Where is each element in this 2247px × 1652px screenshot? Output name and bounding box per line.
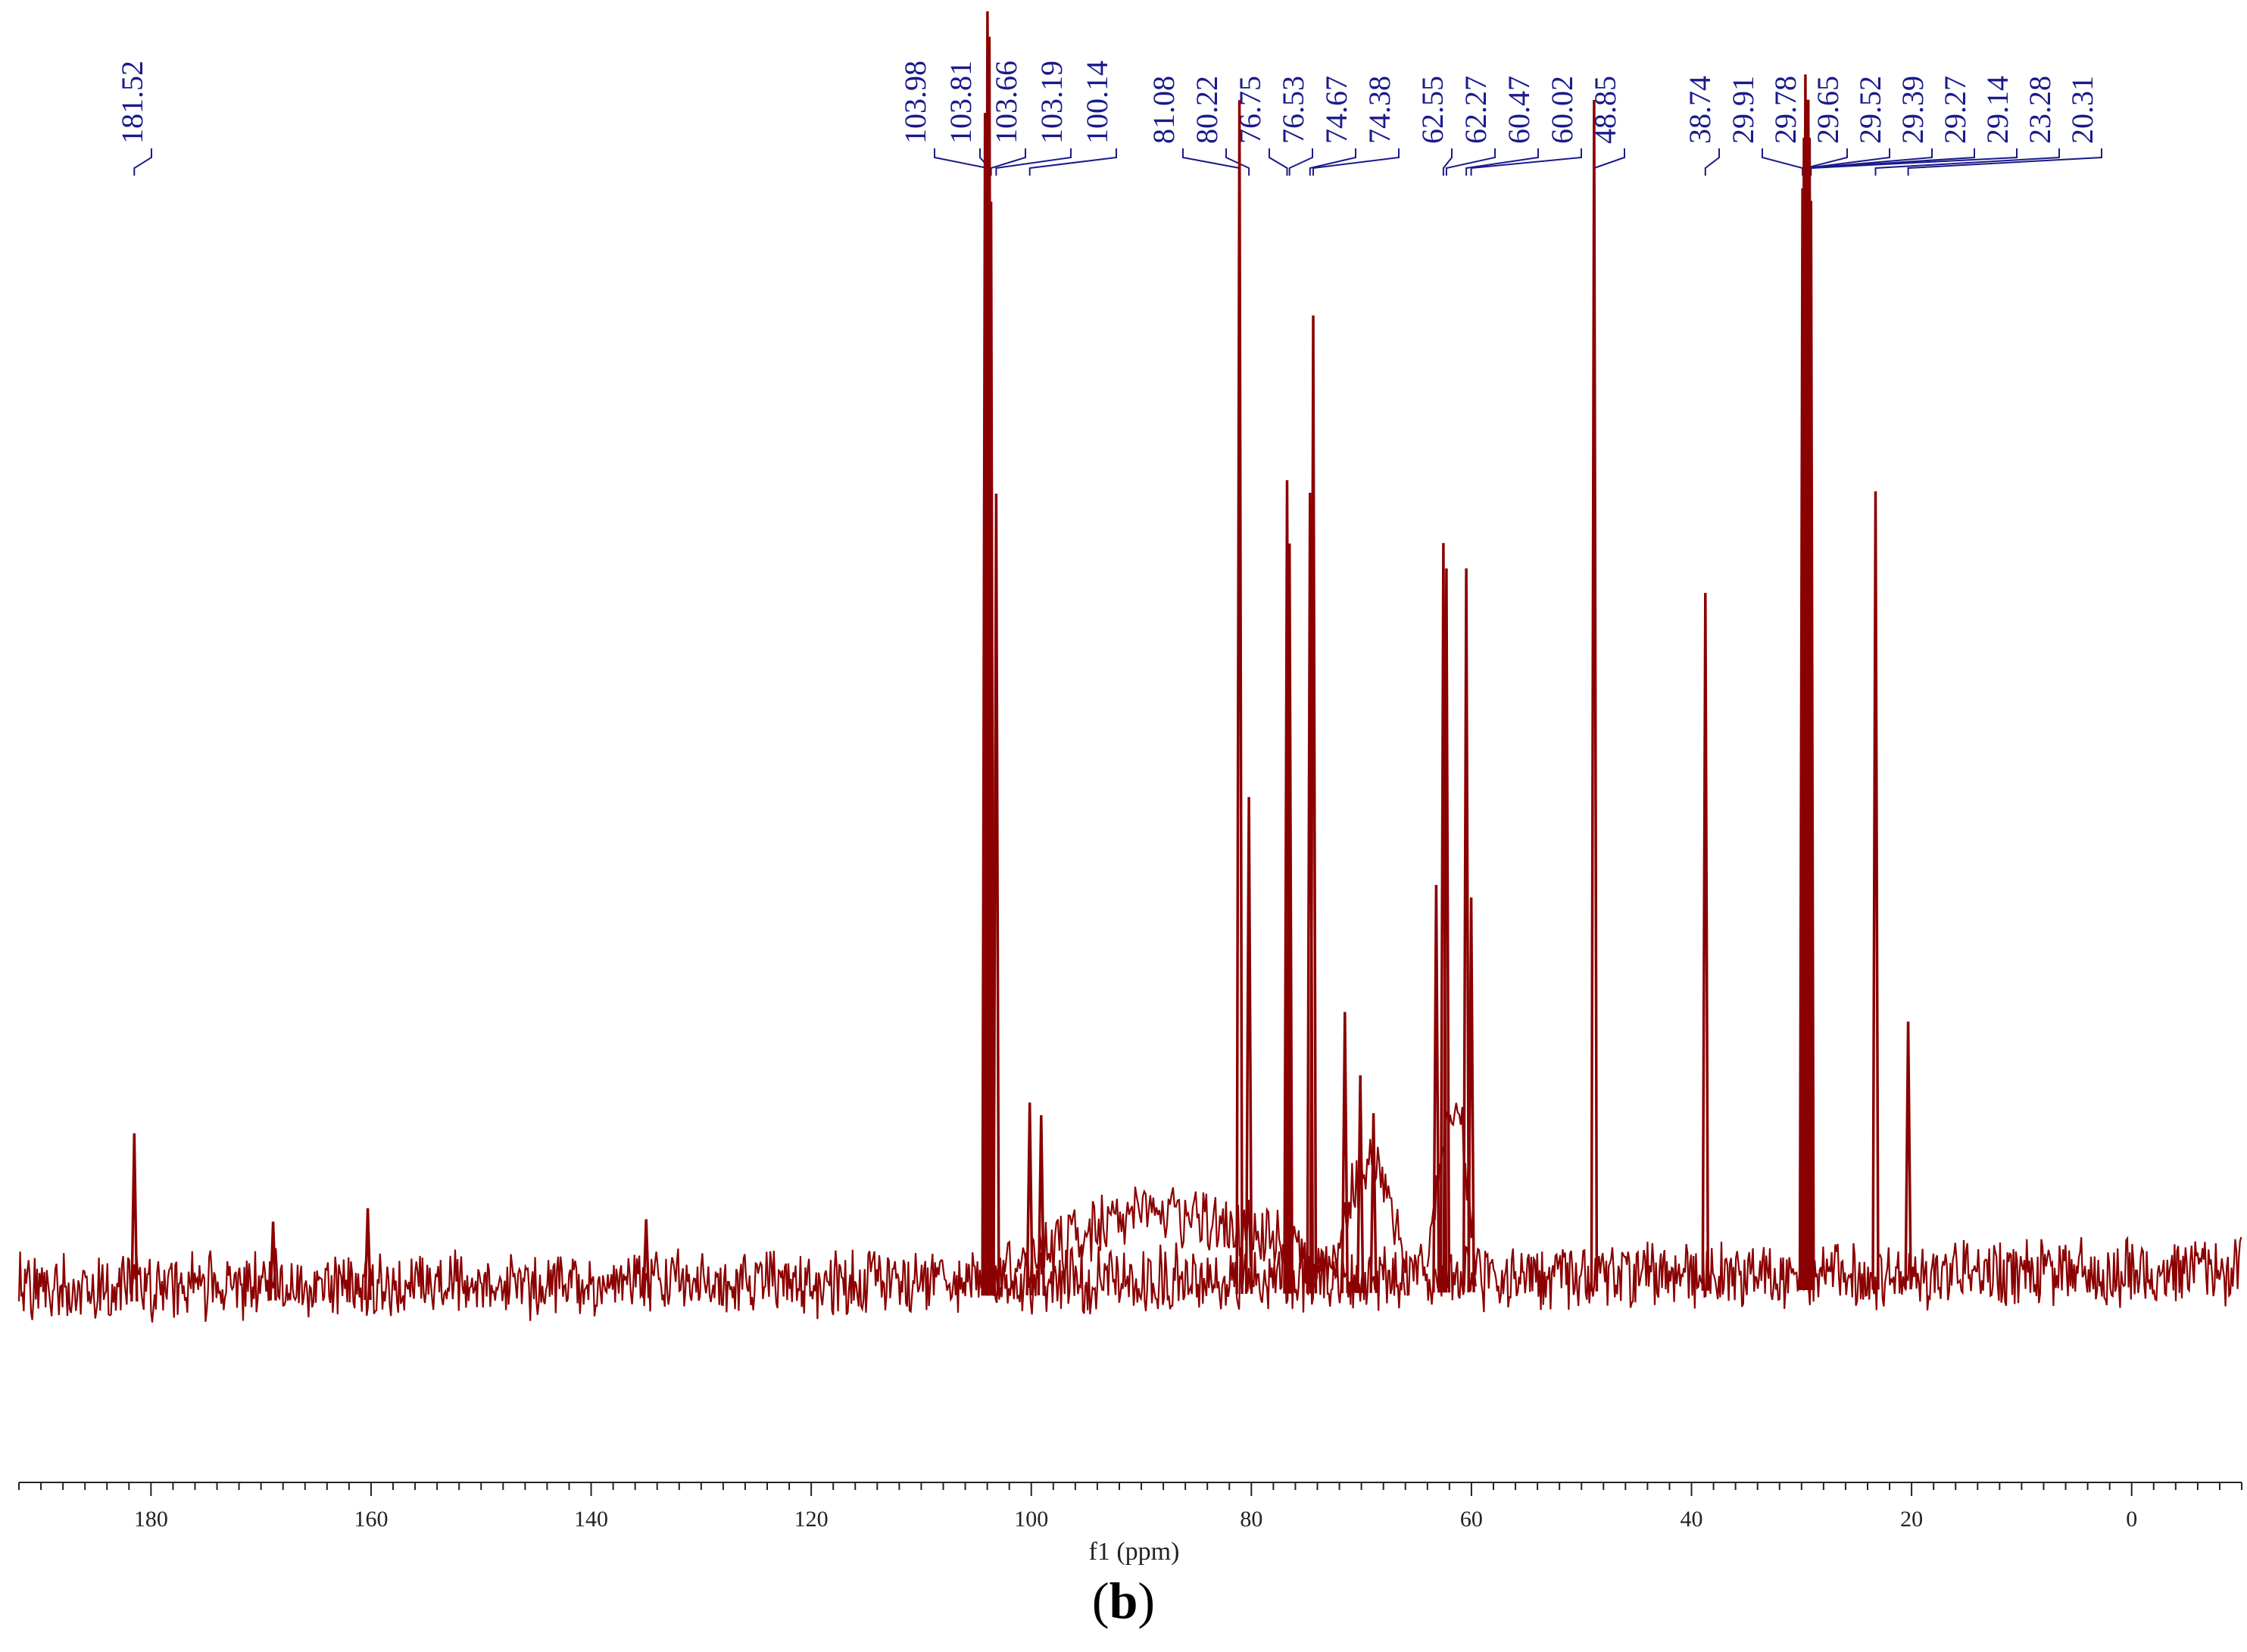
peak-label-text: 62.27	[1459, 76, 1493, 144]
peak-label-leader	[1465, 148, 1539, 176]
peak-label-text: 29.27	[1938, 76, 1972, 144]
baseline-noise-trace	[17, 1236, 2242, 1323]
peak-29.14	[1807, 201, 1815, 1290]
peak-label-text: 29.78	[1768, 76, 1802, 144]
peak-48.85	[1590, 99, 1599, 1292]
peak-label-text: 29.65	[1811, 76, 1845, 144]
panel-label: (b)	[0, 1571, 2247, 1631]
peak-103.66	[987, 201, 995, 1296]
peak-label-leader	[1874, 148, 2060, 176]
peak-label-text: 76.75	[1233, 76, 1267, 144]
peak-label-text: 29.91	[1726, 76, 1760, 144]
peak-label-leader	[1269, 148, 1288, 176]
peak-label-text: 80.22	[1190, 76, 1224, 144]
peak-label-text: 103.66	[989, 61, 1023, 144]
peak-label-text: 103.19	[1035, 61, 1069, 144]
peak-label-leader	[1312, 148, 1400, 176]
peak-81.08	[1235, 100, 1244, 1295]
peak-76.53	[1285, 543, 1294, 1294]
peak-38.74	[1701, 593, 1710, 1291]
peak-100.14	[1025, 1102, 1034, 1295]
x-axis: 180 160 140 120 100 80 60 40 20 0	[18, 1482, 2242, 1532]
peak-labels: 181.52 103.98 103.81 103.66 103.19 100.14 81.0…	[115, 61, 2099, 144]
spectrum-trace-group	[17, 11, 2242, 1323]
peak-29.27	[1805, 137, 1814, 1290]
peak-label-leader	[1288, 148, 1313, 176]
peak-label-text: 103.98	[898, 61, 932, 144]
peak-160.3	[364, 1208, 372, 1300]
peak-label-leader	[1907, 148, 2102, 176]
peak-label-text: 100.14	[1080, 61, 1114, 144]
x-tick-label: 60	[1460, 1507, 1483, 1532]
peak-60.02	[1467, 897, 1475, 1292]
peak-label-text: 76.53	[1276, 76, 1310, 144]
peak-label-leader	[1809, 148, 1975, 176]
peak-label-leader	[990, 148, 1026, 176]
peak-label-leader	[1309, 148, 1356, 176]
x-tick-label: 140	[574, 1507, 608, 1532]
panel-label-letter: b	[1109, 1572, 1138, 1629]
peak-168.9	[269, 1221, 277, 1301]
peak-181.52	[130, 1133, 139, 1302]
peak-label-text: 60.47	[1502, 76, 1536, 144]
peak-label-leader	[1182, 148, 1241, 176]
x-tick-label: 120	[794, 1507, 829, 1532]
x-tick-label: 160	[354, 1507, 388, 1532]
x-tick-label: 40	[1681, 1507, 1703, 1532]
peak-label-text: 29.14	[1980, 76, 2014, 144]
peak-label-text: 29.39	[1896, 76, 1930, 144]
peak-label-text: 181.52	[115, 61, 149, 144]
peak-label-leader	[1593, 148, 1625, 176]
x-tick-label: 20	[1900, 1507, 1923, 1532]
x-tick-label: 0	[2126, 1507, 2137, 1532]
peak-label-text: 103.81	[944, 61, 978, 144]
peak-label-leader	[1028, 148, 1117, 176]
peak-label-leader	[995, 148, 1072, 176]
peak-label-leader	[1225, 148, 1250, 176]
peak-20.31	[1904, 1021, 1912, 1290]
peak-68.9	[1369, 1113, 1378, 1293]
peak-label-text: 29.52	[1853, 76, 1887, 144]
spectrum-hump-1	[991, 1186, 1339, 1300]
peak-label-leader	[1442, 148, 1453, 176]
peak-70.1	[1356, 1075, 1365, 1293]
x-tick-label: 100	[1014, 1507, 1048, 1532]
peak-135	[641, 1219, 651, 1298]
peak-label-text: 38.74	[1683, 76, 1717, 144]
x-axis-label: f1 (ppm)	[1089, 1538, 1180, 1566]
peak-label-leader	[1445, 148, 1496, 176]
peak-label-leader	[1810, 148, 2018, 176]
peak-label-leader	[1762, 148, 1804, 176]
peak-60.47	[1462, 568, 1471, 1293]
peak-label-text: 60.02	[1545, 76, 1579, 144]
x-tick-label: 180	[134, 1507, 168, 1532]
peak-label-leader	[1470, 148, 1582, 176]
peak-63.2	[1432, 884, 1440, 1293]
peak-label-text: 74.67	[1319, 76, 1353, 144]
peak-99.1	[1037, 1114, 1046, 1295]
peak-label-text: 62.55	[1415, 76, 1450, 144]
peak-80.22	[1244, 796, 1253, 1294]
peak-71.5	[1340, 1011, 1350, 1294]
peak-label-text: 23.28	[2023, 76, 2057, 144]
peak-label-text: 20.31	[2065, 76, 2099, 144]
peak-103.19	[992, 493, 1000, 1296]
peak-label-leader	[1704, 148, 1720, 176]
x-tick-label: 80	[1240, 1507, 1262, 1532]
peak-label-leader	[133, 148, 152, 176]
peak-label-text: 74.38	[1362, 76, 1397, 144]
panel-label-open: (	[1091, 1572, 1109, 1629]
peak-62.27	[1442, 568, 1451, 1293]
peak-74.38	[1309, 315, 1318, 1294]
peak-label-text: 81.08	[1147, 76, 1181, 144]
peak-103.81	[985, 36, 994, 1296]
panel-label-close: )	[1138, 1572, 1156, 1629]
peak-23.28	[1871, 491, 1880, 1290]
